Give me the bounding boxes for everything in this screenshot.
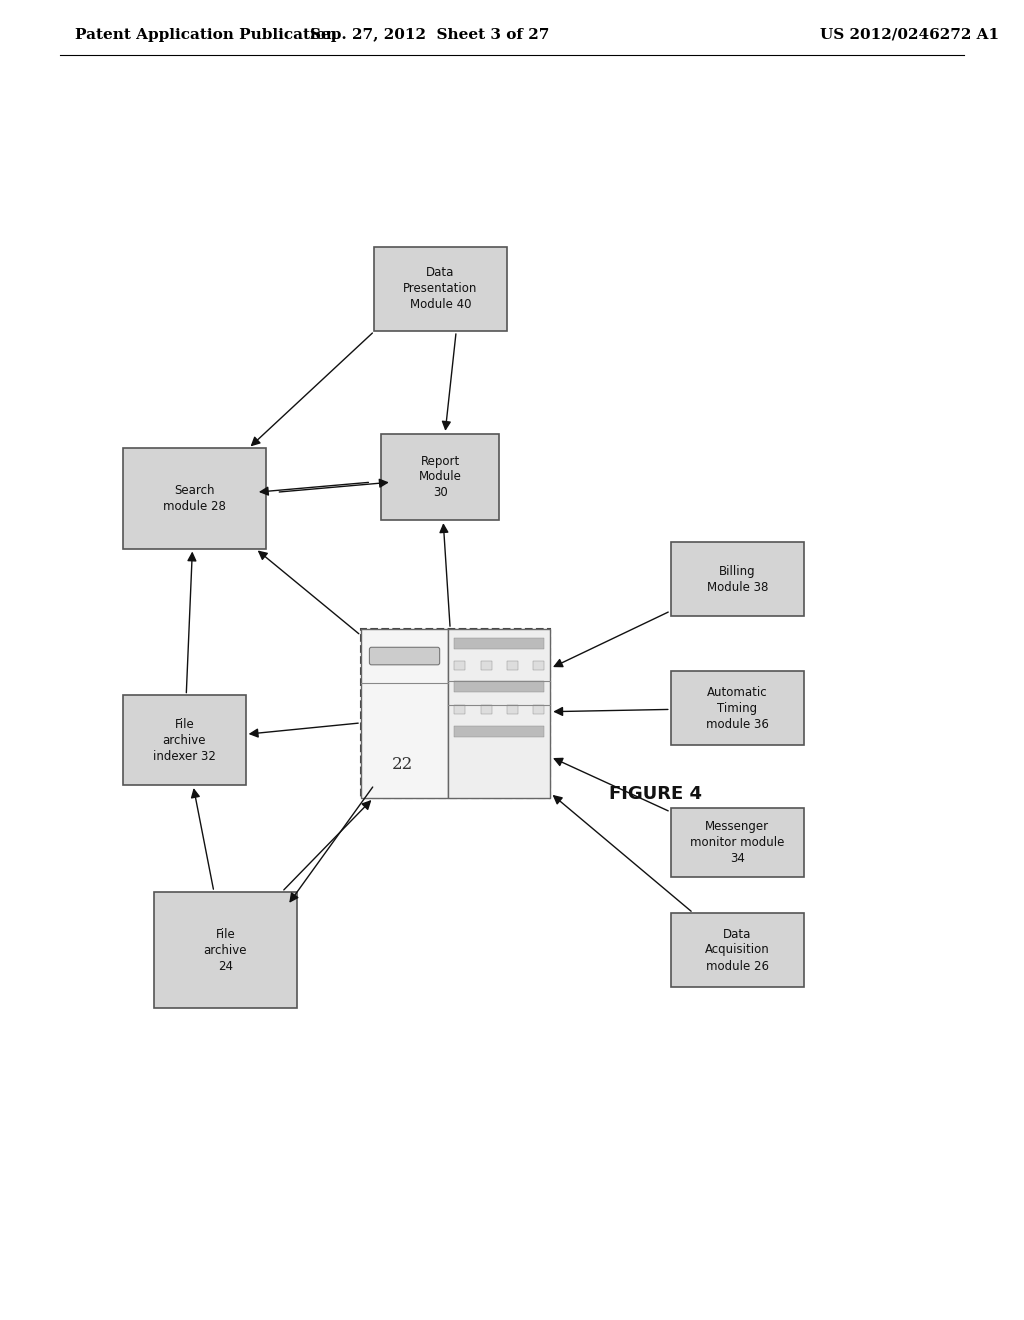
FancyBboxPatch shape [507,705,518,714]
Text: Billing
Module 38: Billing Module 38 [707,565,768,594]
FancyBboxPatch shape [123,696,246,785]
Text: File
archive
indexer 32: File archive indexer 32 [153,718,216,763]
FancyBboxPatch shape [381,434,500,520]
Text: FIGURE 4: FIGURE 4 [609,785,701,803]
Text: Search
module 28: Search module 28 [163,484,226,513]
FancyBboxPatch shape [671,671,804,744]
Text: Report
Module
30: Report Module 30 [419,454,462,499]
FancyBboxPatch shape [534,661,545,669]
FancyBboxPatch shape [671,808,804,876]
FancyBboxPatch shape [361,630,449,799]
Text: Sep. 27, 2012  Sheet 3 of 27: Sep. 27, 2012 Sheet 3 of 27 [310,28,550,42]
FancyBboxPatch shape [534,705,545,714]
Text: File
archive
24: File archive 24 [204,928,247,973]
FancyBboxPatch shape [154,892,297,1008]
FancyBboxPatch shape [123,449,266,549]
Text: Messenger
monitor module
34: Messenger monitor module 34 [690,820,784,865]
FancyBboxPatch shape [507,661,518,669]
FancyBboxPatch shape [374,247,507,331]
Text: Automatic
Timing
module 36: Automatic Timing module 36 [706,685,769,731]
FancyBboxPatch shape [361,630,551,799]
FancyBboxPatch shape [671,543,804,616]
FancyBboxPatch shape [455,639,545,649]
FancyBboxPatch shape [455,681,545,692]
Text: US 2012/0246272 A1: US 2012/0246272 A1 [820,28,999,42]
FancyBboxPatch shape [370,647,439,665]
FancyBboxPatch shape [671,913,804,987]
Text: 22: 22 [392,755,414,772]
Text: Data
Acquisition
module 26: Data Acquisition module 26 [705,928,770,973]
Text: Data
Presentation
Module 40: Data Presentation Module 40 [403,267,477,312]
Text: Patent Application Publication: Patent Application Publication [75,28,337,42]
FancyBboxPatch shape [455,726,545,737]
FancyBboxPatch shape [480,705,492,714]
FancyBboxPatch shape [480,661,492,669]
FancyBboxPatch shape [455,705,465,714]
FancyBboxPatch shape [449,630,551,799]
FancyBboxPatch shape [455,661,465,669]
